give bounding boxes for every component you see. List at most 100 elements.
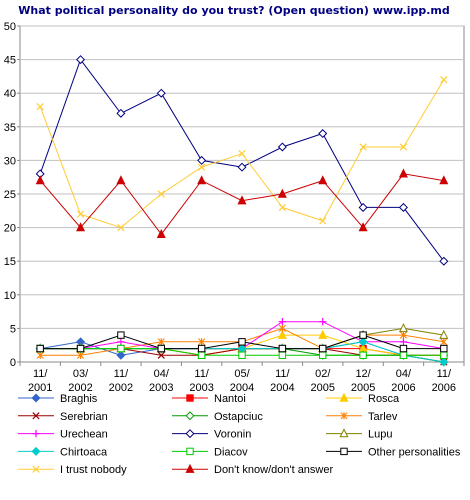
- data-point-voronin: [398, 202, 408, 212]
- legend-marker-ostapciuc: [185, 411, 195, 421]
- data-point-voronin: [197, 155, 207, 165]
- data-point-don-t-know-don-t-answer: [197, 175, 207, 185]
- x-tick-label: 2005: [310, 382, 334, 394]
- legend-item-braghis: Braghis: [18, 393, 98, 405]
- x-tick-label: 05/: [234, 368, 250, 380]
- x-tick-label: 04/: [154, 368, 170, 380]
- x-tick-label: 2004: [230, 382, 254, 394]
- data-point-voronin: [318, 129, 328, 139]
- x-tick-label: 2004: [270, 382, 294, 394]
- data-point-don-t-know-don-t-answer: [318, 175, 328, 185]
- legend-marker-urechean: [32, 429, 40, 438]
- data-point-urechean: [399, 338, 408, 346]
- y-tick-label: 20: [4, 223, 16, 235]
- data-point-diacov: [117, 344, 125, 353]
- x-tick-label: 11/: [114, 368, 129, 380]
- legend-label-lupu: Lupu: [368, 429, 392, 441]
- legend-item-i-trust-nobody: I trust nobody: [18, 464, 127, 476]
- x-tick-label: 03/: [73, 368, 89, 380]
- legend-marker-serebrian: [32, 412, 40, 420]
- y-tick-label: 35: [4, 122, 16, 134]
- data-point-don-t-know-don-t-answer: [156, 229, 166, 239]
- series-don-t-know-don-t-answer: [35, 168, 449, 239]
- data-point-voronin: [237, 162, 247, 172]
- data-point-serebrian: [157, 351, 165, 359]
- data-point-don-t-know-don-t-answer: [358, 222, 368, 232]
- x-tick-label: 2002: [109, 382, 133, 394]
- data-point-other-personalities: [76, 344, 85, 353]
- x-tick-label: 2006: [432, 382, 456, 394]
- x-tick-label: 2003: [189, 382, 213, 394]
- x-tick-label: 11/: [194, 368, 209, 380]
- y-tick-label: 40: [4, 88, 16, 100]
- data-point-i-trust-nobody: [198, 163, 206, 171]
- legend-item-lupu: Lupu: [326, 428, 392, 441]
- legend-label-voronin: Voronin: [214, 429, 251, 441]
- data-point-other-personalities: [117, 331, 125, 339]
- legend-marker-nantoi: [186, 394, 194, 402]
- legend-label-other-personalities: Other personalities: [368, 446, 461, 458]
- data-point-voronin: [76, 55, 86, 65]
- data-point-other-personalities: [157, 344, 165, 353]
- legend-item-rosca: Rosca: [326, 392, 400, 405]
- y-tick-label: 50: [4, 21, 16, 33]
- data-point-voronin: [116, 108, 126, 118]
- data-point-other-personalities: [278, 344, 287, 353]
- legend-label-don-t-know-don-t-answer: Don't know/don't answer: [214, 464, 333, 476]
- plot-area: 0 5 10 15 20 25 30 35 40 45 50 11/2001 03/2002 11/200…: [4, 21, 465, 394]
- series-other-personalities: [36, 331, 448, 353]
- series-voronin: [35, 55, 449, 266]
- y-tick-label: 5: [10, 323, 16, 335]
- data-point-other-personalities: [319, 344, 327, 353]
- data-point-don-t-know-don-t-answer: [398, 168, 408, 178]
- data-point-i-trust-nobody: [36, 103, 44, 111]
- data-point-diacov: [197, 351, 206, 359]
- data-point-i-trust-nobody: [238, 150, 246, 158]
- data-point-i-trust-nobody: [359, 143, 367, 151]
- data-point-voronin: [277, 142, 287, 152]
- y-tick-label: 25: [4, 189, 16, 201]
- data-point-voronin: [156, 88, 166, 98]
- data-point-tarlev: [440, 338, 448, 346]
- data-point-i-trust-nobody: [117, 223, 125, 232]
- legend-marker-braghis: [31, 393, 41, 403]
- data-point-i-trust-nobody: [319, 217, 327, 225]
- data-point-tarlev: [399, 331, 408, 339]
- legend-marker-don-t-know-don-t-answer: [185, 463, 195, 473]
- data-point-other-personalities: [197, 344, 206, 353]
- legend-label-chirtoaca: Chirtoaca: [60, 446, 108, 458]
- x-tick-label: 2003: [149, 382, 173, 394]
- legend-item-other-personalities: Other personalities: [326, 446, 461, 458]
- data-point-i-trust-nobody: [278, 203, 286, 212]
- legend-marker-rosca: [339, 392, 349, 402]
- legend-marker-lupu: [339, 428, 349, 438]
- x-tick-label: 2001: [28, 382, 52, 394]
- legend-marker-tarlev: [340, 412, 348, 420]
- legend-marker-i-trust-nobody: [32, 465, 40, 473]
- legend-item-ostapciuc: Ostapciuc: [172, 411, 263, 423]
- data-point-i-trust-nobody: [440, 76, 448, 84]
- legend-item-tarlev: Tarlev: [326, 411, 398, 423]
- data-point-i-trust-nobody: [76, 210, 85, 218]
- legend-marker-chirtoaca: [31, 446, 41, 456]
- data-point-other-personalities: [440, 344, 448, 353]
- data-point-diacov: [238, 351, 246, 359]
- data-point-i-trust-nobody: [157, 190, 165, 198]
- legend-item-diacov: Diacov: [172, 446, 248, 458]
- data-point-voronin: [439, 256, 449, 266]
- data-point-chirtoaca: [358, 337, 368, 347]
- data-point-don-t-know-don-t-answer: [76, 222, 86, 232]
- legend-item-don-t-know-don-t-answer: Don't know/don't answer: [172, 463, 333, 476]
- data-point-tarlev: [278, 324, 286, 333]
- series-i-trust-nobody: [36, 76, 448, 232]
- data-point-urechean: [278, 317, 287, 326]
- legend-marker-diacov: [186, 447, 194, 456]
- data-point-diacov: [440, 351, 448, 359]
- data-point-diacov: [278, 351, 287, 359]
- data-point-other-personalities: [238, 338, 246, 346]
- legend-marker-other-personalities: [340, 447, 348, 456]
- x-tick-label: 11/: [275, 368, 290, 380]
- legend: Braghis Nantoi Rosca Serebrian Ostapciuc Tarl…: [18, 392, 461, 476]
